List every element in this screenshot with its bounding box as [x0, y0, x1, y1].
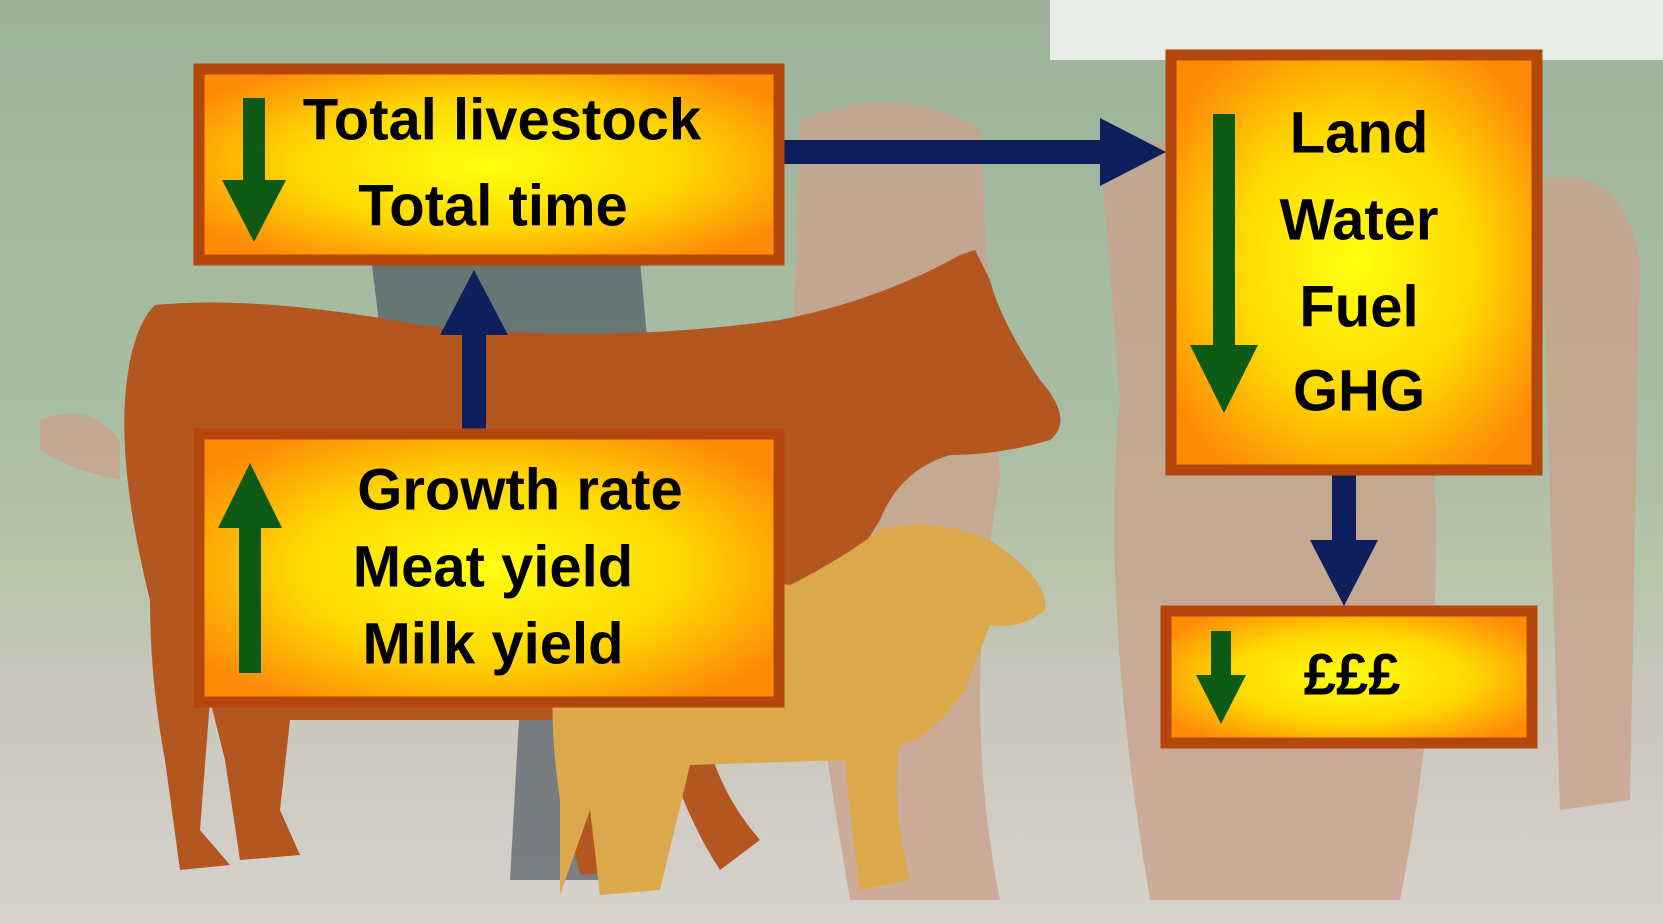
arrow-head — [1310, 540, 1378, 606]
down-arrow-head — [1196, 675, 1246, 724]
box — [193, 63, 785, 266]
box-text: Water — [1280, 187, 1439, 252]
box-text: Meat yield — [353, 534, 633, 599]
box-text: Growth rate — [357, 457, 683, 522]
arrow-shaft — [462, 330, 486, 430]
arrow-head — [1100, 118, 1166, 186]
down-arrow-shaft — [1213, 114, 1235, 354]
up-arrow-shaft — [239, 520, 261, 673]
down-arrow-head — [1190, 345, 1258, 413]
box-text: Fuel — [1299, 274, 1418, 339]
down-arrow-shaft — [1211, 631, 1231, 681]
connectors — [440, 118, 1378, 606]
box — [193, 428, 785, 708]
down-arrow-head — [222, 180, 286, 242]
box-text: Land — [1290, 100, 1429, 165]
boxes — [193, 49, 1543, 749]
up-arrow-head — [218, 463, 282, 528]
box-text: Milk yield — [362, 611, 623, 676]
down-arrow-shaft — [243, 98, 265, 188]
box-text: Total livestock — [303, 87, 702, 152]
box-text: GHG — [1293, 358, 1425, 423]
arrow-shaft — [784, 140, 1104, 164]
arrow-head — [440, 270, 508, 335]
box-text: £££ — [1304, 642, 1401, 707]
green-arrows — [218, 98, 1258, 724]
box-text: Total time — [358, 173, 628, 238]
arrow-shaft — [1332, 475, 1356, 545]
